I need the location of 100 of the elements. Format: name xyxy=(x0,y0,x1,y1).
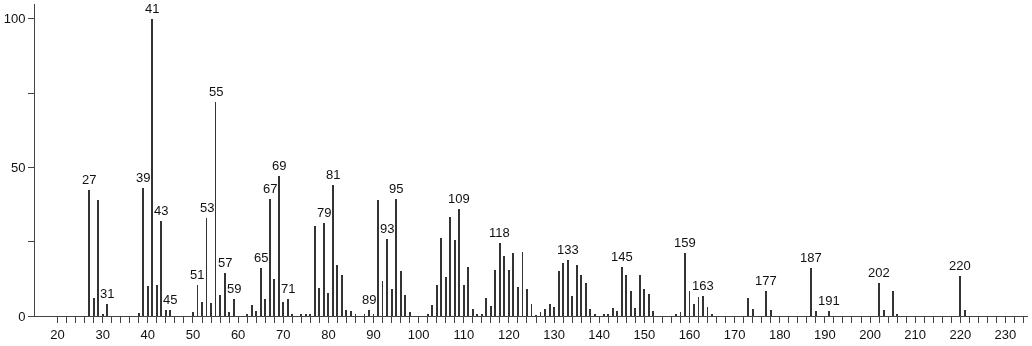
bar xyxy=(278,176,280,316)
bar xyxy=(562,263,564,316)
annotation: 81 xyxy=(326,167,341,182)
annotation: 45 xyxy=(163,292,178,307)
annotation: 109 xyxy=(448,191,470,206)
bar xyxy=(892,291,894,316)
x-tick-label: 100 xyxy=(407,326,430,342)
x-tick-label: 190 xyxy=(814,326,836,342)
bar xyxy=(458,209,460,316)
bar xyxy=(386,239,388,316)
bar xyxy=(553,307,555,316)
bar xyxy=(652,311,654,316)
bar xyxy=(770,310,772,316)
x-tick-label: 40 xyxy=(140,326,156,342)
x-tick-label: 120 xyxy=(498,326,520,342)
bar xyxy=(142,188,144,316)
bar xyxy=(512,253,514,316)
bar xyxy=(571,296,573,316)
bar xyxy=(544,309,546,316)
bar xyxy=(449,217,451,316)
bar xyxy=(169,310,171,316)
annotation: 79 xyxy=(317,205,332,220)
bar xyxy=(612,308,614,316)
bar xyxy=(828,311,830,316)
bar xyxy=(404,295,406,316)
bar xyxy=(878,283,880,316)
x-tick-label: 200 xyxy=(859,326,881,342)
annotation: 59 xyxy=(227,281,242,296)
bar xyxy=(503,256,505,316)
x-tick-label: 50 xyxy=(185,326,201,342)
x-tick-label: 160 xyxy=(678,326,701,342)
annotation: 177 xyxy=(755,273,777,288)
bar xyxy=(147,286,149,316)
bar xyxy=(255,311,257,316)
bar xyxy=(138,313,140,316)
bar xyxy=(151,19,153,316)
bar xyxy=(625,275,627,316)
bar xyxy=(616,311,618,316)
x-tick-label: 20 xyxy=(50,326,65,342)
x-tick-label: 220 xyxy=(949,326,972,342)
bar xyxy=(88,190,90,316)
x-tick-label: 180 xyxy=(768,326,791,342)
x-tick-label: 70 xyxy=(276,326,291,342)
bar xyxy=(233,299,235,316)
x-tick-label: 110 xyxy=(453,326,475,342)
bar xyxy=(350,311,352,316)
x-tick-label: 80 xyxy=(321,326,336,342)
annotation: 187 xyxy=(800,250,822,265)
x-tick-label: 170 xyxy=(723,326,746,342)
bar xyxy=(580,275,582,316)
bar xyxy=(391,289,393,316)
annotation: 55 xyxy=(209,84,224,99)
x-tick-label: 30 xyxy=(95,326,110,342)
bar xyxy=(341,275,343,316)
x-tick-label: 130 xyxy=(543,326,565,342)
bar xyxy=(282,302,284,316)
y-tick-label: 100 xyxy=(3,11,26,27)
bar xyxy=(106,304,108,316)
bar xyxy=(395,199,397,316)
bar xyxy=(643,289,645,316)
bar xyxy=(93,298,95,316)
x-tick-label: 210 xyxy=(904,326,927,342)
bar xyxy=(454,240,456,316)
bar xyxy=(160,221,162,316)
bar xyxy=(517,287,519,316)
bar xyxy=(445,277,447,316)
annotation: 67 xyxy=(263,181,278,196)
bar xyxy=(156,285,158,316)
bar xyxy=(260,268,262,316)
bar xyxy=(567,260,569,316)
annotation: 43 xyxy=(154,203,169,218)
bar xyxy=(219,295,221,316)
bar xyxy=(327,293,329,316)
bar xyxy=(494,270,496,316)
bar xyxy=(97,200,99,316)
bar xyxy=(765,291,767,316)
bar xyxy=(165,310,167,316)
bar xyxy=(224,273,226,316)
y-tick-label: 50 xyxy=(10,159,26,175)
bar xyxy=(228,312,230,316)
annotation: 39 xyxy=(136,170,151,185)
bar xyxy=(318,288,320,316)
bar xyxy=(485,298,487,316)
annotation: 95 xyxy=(389,181,404,196)
bar xyxy=(526,289,528,316)
bar xyxy=(621,267,623,316)
bar xyxy=(585,283,587,316)
bar xyxy=(883,310,885,316)
bar xyxy=(693,304,695,316)
x-tick-label: 60 xyxy=(230,326,246,342)
annotation: 89 xyxy=(362,292,377,307)
bar xyxy=(508,270,510,316)
x-tick-label: 140 xyxy=(588,326,611,342)
bar xyxy=(251,305,253,316)
bar xyxy=(431,305,433,316)
bar xyxy=(440,238,442,316)
bar xyxy=(192,312,194,316)
bar xyxy=(409,312,411,316)
bar xyxy=(630,291,632,316)
bar xyxy=(463,285,465,316)
